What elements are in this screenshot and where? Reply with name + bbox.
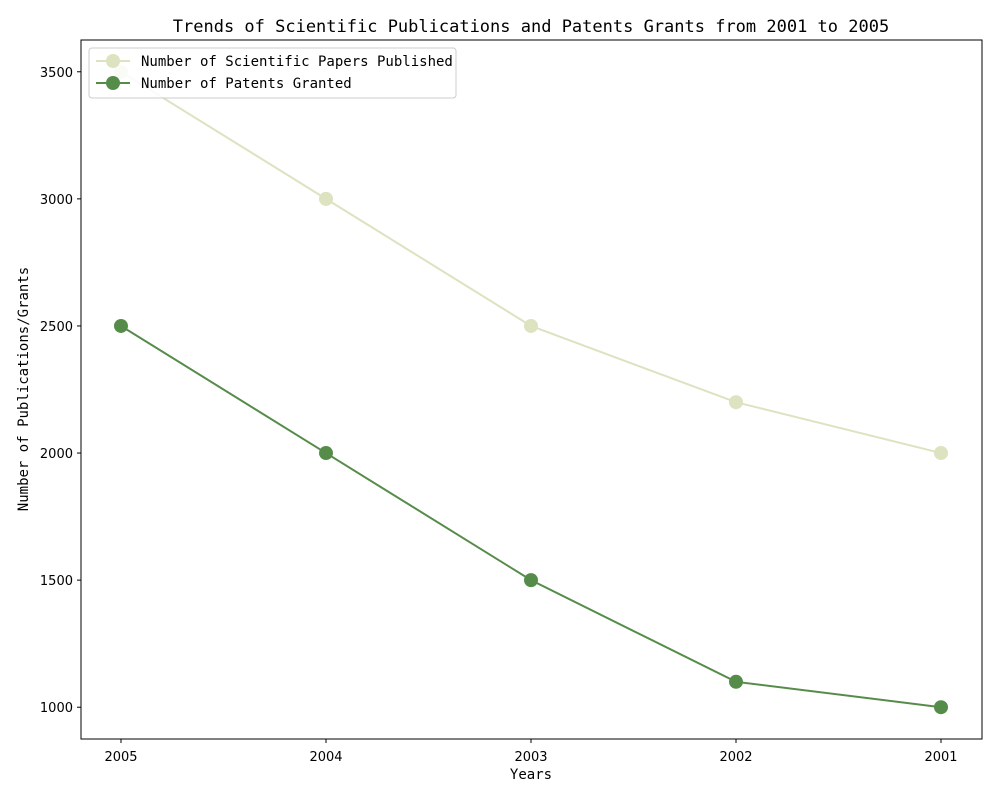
axes: 2005 2004 2003 2002 2001 1000 1500 2000 2500 3000… <box>40 39 983 765</box>
legend-entry-label: Number of Patents Granted <box>141 76 352 92</box>
data-point-s2-2001 <box>934 700 948 715</box>
legend-swatch-marker <box>106 54 120 68</box>
x-axis-label: Years <box>510 767 552 783</box>
legend-frame <box>88 47 457 99</box>
y-tick-label: 2000 <box>40 447 73 462</box>
legend-entry-label: Number of Scientific Papers Published <box>141 54 453 70</box>
data-point-s2-2002 <box>729 674 743 689</box>
y-tick-label: 3000 <box>40 193 73 208</box>
x-tick-label: 2002 <box>719 750 752 765</box>
plot-frame <box>80 39 983 740</box>
y-tick-label: 1000 <box>40 701 73 716</box>
chart-title: Trends of Scientific Publications and Pa… <box>173 17 889 37</box>
x-tick-label: 2004 <box>309 750 342 765</box>
legend: Number of Scientific Papers Published Num… <box>88 47 457 99</box>
legend-swatch-marker <box>106 76 120 90</box>
data-point-s1-2002 <box>729 395 743 410</box>
plot-area <box>114 64 948 715</box>
data-point-s1-2001 <box>934 446 948 461</box>
series-line-2 <box>120 325 942 709</box>
data-point-s2-2005 <box>114 318 128 333</box>
x-tick-label: 2001 <box>924 750 957 765</box>
x-tick-label: 2003 <box>514 750 547 765</box>
data-point-s1-2003 <box>524 318 538 333</box>
data-point-s1-2004 <box>319 191 333 206</box>
data-point-s2-2004 <box>319 446 333 461</box>
series-line-1 <box>120 70 942 455</box>
x-tick-label: 2005 <box>104 750 137 765</box>
y-tick-label: 3500 <box>40 66 73 81</box>
y-tick-label: 2500 <box>40 320 73 335</box>
y-axis-label: Number of Publications/Grants <box>16 267 32 511</box>
data-point-s2-2003 <box>524 573 538 588</box>
y-tick-label: 1500 <box>40 574 73 589</box>
